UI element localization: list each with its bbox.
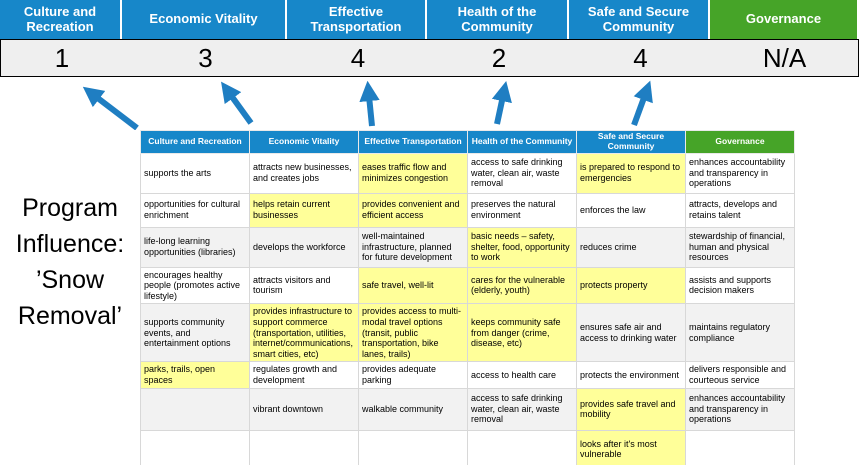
program-title-line: Program bbox=[22, 194, 118, 222]
matrix-cell-empty bbox=[685, 429, 795, 465]
matrix-cell-attracts-develops-and-retains-talent: attracts, develops and retains talent bbox=[685, 192, 795, 228]
matrix-cell-provides-infrastructure-to-support-comme: provides infrastructure to support comme… bbox=[249, 303, 359, 363]
matrix-column-header-governance: Governance bbox=[685, 130, 795, 154]
scoreboard-header-governance: Governance bbox=[710, 0, 857, 39]
matrix-cell-attracts-visitors-and-tourism: attracts visitors and tourism bbox=[249, 266, 359, 305]
matrix-cell-vibrant-downtown: vibrant downtown bbox=[249, 387, 359, 431]
matrix-column-header-culture-and-recreation: Culture and Recreation bbox=[140, 130, 250, 154]
program-title-line: Removal’ bbox=[17, 302, 123, 330]
matrix-cell-reduces-crime: reduces crime bbox=[576, 226, 686, 268]
matrix-cell-basic-needs-safety-shelter-food-opportun: basic needs – safety, shelter, food, opp… bbox=[467, 226, 577, 268]
arrow-transportation-icon bbox=[359, 80, 380, 127]
scoreboard-header-effective-transportation: Effective Transportation bbox=[287, 0, 427, 39]
program-title-line: ’Snow bbox=[35, 266, 105, 294]
matrix-cell-supports-community-events-and-entertainm: supports community events, and entertain… bbox=[140, 303, 250, 363]
matrix-cell-encourages-healthy-people-promotes-activ: encourages healthy people (promotes acti… bbox=[140, 266, 250, 305]
matrix-cell-empty bbox=[140, 429, 250, 465]
matrix-column-header-safe-and-secure-community: Safe and Secure Community bbox=[576, 130, 686, 154]
score-value-health-of-the-community: 2 bbox=[491, 42, 507, 73]
matrix-cell-protects-the-environment: protects the environment bbox=[576, 361, 686, 389]
table-row: parks, trails, open spaces regulates grow… bbox=[140, 361, 795, 389]
matrix-header: Culture and Recreation Economic Vitality E… bbox=[140, 130, 795, 154]
matrix-cell-delivers-responsible-and-courteous-servi: delivers responsible and courteous servi… bbox=[685, 361, 795, 389]
matrix-cell-stewardship-of-financial-human-and-physi: stewardship of financial, human and phys… bbox=[685, 226, 795, 268]
table-row: vibrant downtown walkable community access… bbox=[140, 387, 795, 431]
matrix-cell-provides-access-to-multi-modal-travel-op: provides access to multi-modal travel op… bbox=[358, 303, 468, 363]
matrix-cell-empty bbox=[140, 387, 250, 431]
score-value-culture-and-recreation: 1 bbox=[54, 42, 70, 73]
matrix-cell-attracts-new-businesses-and-creates-jobs: attracts new businesses, and creates job… bbox=[249, 152, 359, 194]
score-arrows bbox=[82, 80, 653, 130]
scoreboard-header-safe-and-secure-community: Safe and Secure Community bbox=[569, 0, 710, 39]
table-row: life-long learning opportunities (librar… bbox=[140, 226, 795, 268]
program-title: Program Influence: ’Snow Removal’ bbox=[0, 190, 140, 334]
matrix-cell-looks-after-it-s-most-vulnerable: looks after it's most vulnerable bbox=[576, 429, 686, 465]
matrix-header-row: Culture and Recreation Economic Vitality E… bbox=[140, 130, 795, 154]
matrix-cell-eases-traffic-flow-and-minimizes-congest: eases traffic flow and minimizes congest… bbox=[358, 152, 468, 194]
matrix-cell-empty bbox=[358, 429, 468, 465]
matrix-column-header-economic-vitality: Economic Vitality bbox=[249, 130, 359, 154]
matrix-cell-safe-travel-well-lit: safe travel, well-lit bbox=[358, 266, 468, 305]
matrix-cell-regulates-growth-and-development: regulates growth and development bbox=[249, 361, 359, 389]
score-value-governance: N/A bbox=[762, 42, 807, 73]
matrix-cell-enforces-the-law: enforces the law bbox=[576, 192, 686, 228]
arrow-health-icon bbox=[491, 81, 512, 125]
score-value-safe-and-secure-community: 4 bbox=[633, 42, 648, 73]
matrix-body: supports the arts attracts new businesses… bbox=[140, 152, 795, 465]
matrix-cell-maintains-regulatory-compliance: maintains regulatory compliance bbox=[685, 303, 795, 363]
matrix-cell-enhances-accountability-and-transparency: enhances accountability and transparency… bbox=[685, 387, 795, 431]
matrix-cell-is-prepared-to-respond-to-emergencies: is prepared to respond to emergencies bbox=[576, 152, 686, 194]
matrix-cell-keeps-community-safe-from-danger-crime-d: keeps community safe from danger (crime,… bbox=[467, 303, 577, 363]
matrix-cell-enhances-accountability-and-transparency: enhances accountability and transparency… bbox=[685, 152, 795, 194]
matrix-cell-walkable-community: walkable community bbox=[358, 387, 468, 431]
matrix-cell-develops-the-workforce: develops the workforce bbox=[249, 226, 359, 268]
arrow-economic-icon bbox=[221, 81, 254, 125]
matrix-cell-empty bbox=[467, 429, 577, 465]
matrix-cell-access-to-health-care: access to health care bbox=[467, 361, 577, 389]
scoreboard-header-health-of-the-community: Health of the Community bbox=[427, 0, 569, 39]
program-title-line: Influence: bbox=[15, 230, 125, 258]
matrix-cell-provides-safe-travel-and-mobility: provides safe travel and mobility bbox=[576, 387, 686, 431]
scoreboard-header-row: Culture and Recreation Economic Vitality E… bbox=[0, 0, 859, 39]
score-value-effective-transportation: 4 bbox=[350, 42, 366, 73]
matrix-cell-ensures-safe-air-and-access-to-drinking-: ensures safe air and access to drinking … bbox=[576, 303, 686, 363]
matrix-cell-protects-property: protects property bbox=[576, 266, 686, 305]
arrow-safe-icon bbox=[631, 80, 653, 127]
matrix-cell-cares-for-the-vulnerable-elderly-youth: cares for the vulnerable (elderly, youth… bbox=[467, 266, 577, 305]
matrix-cell-provides-adequate-parking: provides adequate parking bbox=[358, 361, 468, 389]
matrix-column-header-health-of-the-community: Health of the Community bbox=[467, 130, 577, 154]
matrix-cell-provides-convenient-and-efficient-access: provides convenient and efficient access bbox=[358, 192, 468, 228]
scoreboard-header-economic-vitality: Economic Vitality bbox=[122, 0, 287, 39]
table-row: opportunities for cultural enrichment hel… bbox=[140, 192, 795, 228]
influence-matrix-table: Culture and Recreation Economic Vitality E… bbox=[140, 130, 795, 465]
matrix-cell-empty bbox=[249, 429, 359, 465]
scoreboard-score-row: 1 3 4 2 4 N/A bbox=[0, 39, 859, 77]
matrix-cell-preserves-the-natural-environment: preserves the natural environment bbox=[467, 192, 577, 228]
table-row: supports community events, and entertain… bbox=[140, 303, 795, 363]
matrix-cell-opportunities-for-cultural-enrichment: opportunities for cultural enrichment bbox=[140, 192, 250, 228]
matrix-cell-supports-the-arts: supports the arts bbox=[140, 152, 250, 194]
table-row: encourages healthy people (promotes acti… bbox=[140, 266, 795, 305]
matrix-cell-helps-retain-current-businesses: helps retain current businesses bbox=[249, 192, 359, 228]
matrix-column-header-effective-transportation: Effective Transportation bbox=[358, 130, 468, 154]
matrix-cell-parks-trails-open-spaces: parks, trails, open spaces bbox=[140, 361, 250, 389]
table-row: looks after it's most vulnerable bbox=[140, 429, 795, 465]
score-value-economic-vitality: 3 bbox=[198, 42, 213, 73]
matrix-cell-life-long-learning-opportunities-librari: life-long learning opportunities (librar… bbox=[140, 226, 250, 268]
table-row: supports the arts attracts new businesses… bbox=[140, 152, 795, 194]
matrix-cell-access-to-safe-drinking-water-clean-air-: access to safe drinking water, clean air… bbox=[467, 387, 577, 431]
matrix-cell-well-maintained-infrastructure-planned-f: well-maintained infrastructure, planned … bbox=[358, 226, 468, 268]
matrix-cell-access-to-safe-drinking-water-clean-air-: access to safe drinking water, clean air… bbox=[467, 152, 577, 194]
arrow-culture-icon bbox=[82, 86, 139, 130]
scoreboard-header-culture-and-recreation: Culture and Recreation bbox=[0, 0, 122, 39]
matrix-cell-assists-and-supports-decision-makers: assists and supports decision makers bbox=[685, 266, 795, 305]
